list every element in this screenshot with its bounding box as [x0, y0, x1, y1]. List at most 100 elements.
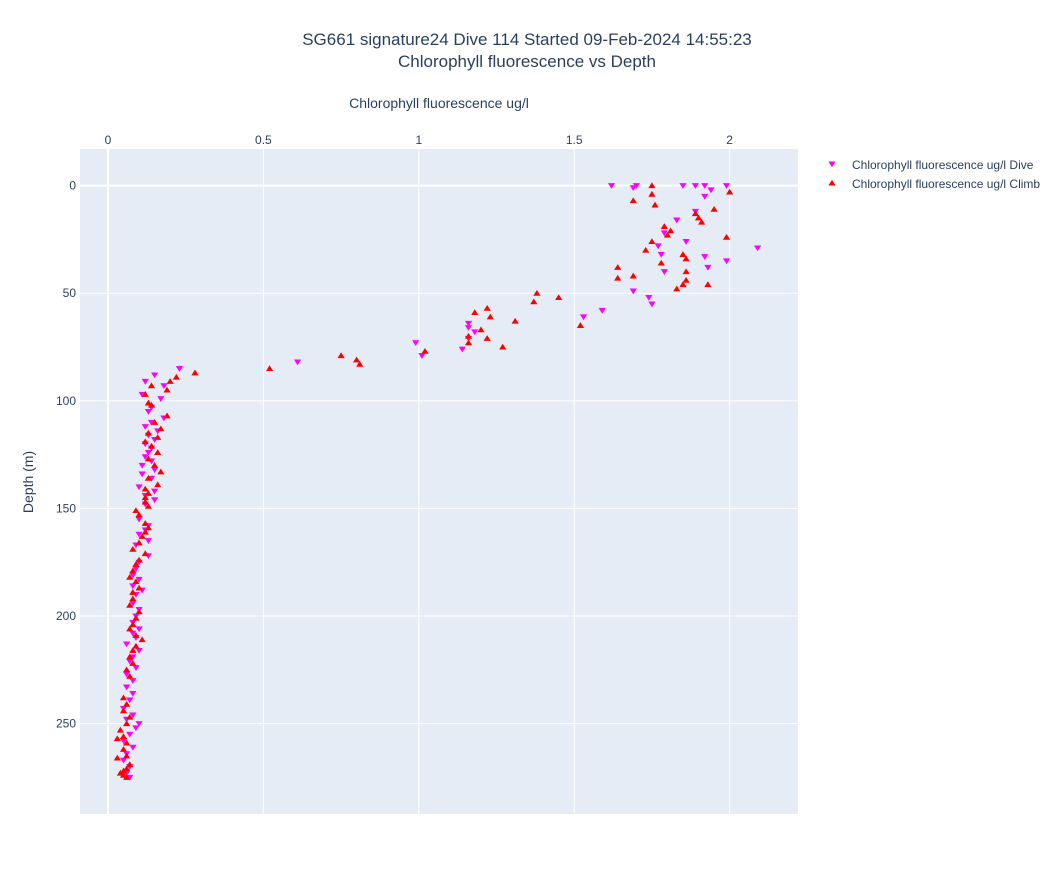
data-point[interactable] — [682, 276, 690, 283]
data-point[interactable] — [160, 383, 168, 390]
data-point[interactable] — [458, 346, 466, 353]
data-point[interactable] — [132, 614, 140, 621]
data-point[interactable] — [150, 488, 159, 495]
data-point[interactable] — [129, 583, 137, 590]
data-point[interactable] — [141, 391, 149, 397]
data-point[interactable] — [123, 700, 131, 707]
data-point[interactable] — [657, 259, 665, 266]
data-point[interactable] — [144, 490, 152, 496]
data-point[interactable] — [663, 231, 672, 238]
data-point[interactable] — [138, 533, 146, 539]
data-point[interactable] — [126, 658, 134, 665]
data-point[interactable] — [753, 245, 762, 252]
data-point[interactable] — [660, 269, 668, 275]
data-point[interactable] — [144, 409, 152, 415]
data-point[interactable] — [154, 449, 162, 455]
data-point[interactable] — [679, 251, 687, 257]
data-point[interactable] — [166, 378, 174, 384]
data-point[interactable] — [129, 744, 137, 751]
legend-item-dive[interactable]: Chlorophyll fluorescence ug/l Dive — [828, 158, 1034, 172]
data-point[interactable] — [144, 524, 152, 531]
data-point[interactable] — [141, 498, 149, 505]
data-point[interactable] — [135, 626, 143, 633]
data-point[interactable] — [175, 366, 184, 372]
data-point[interactable] — [511, 317, 519, 324]
data-point[interactable] — [673, 285, 681, 292]
data-point[interactable] — [144, 449, 152, 456]
data-point[interactable] — [555, 294, 563, 300]
data-point[interactable] — [147, 401, 156, 408]
data-point[interactable] — [464, 332, 473, 339]
data-point[interactable] — [150, 497, 159, 504]
data-point[interactable] — [629, 185, 637, 192]
data-point[interactable] — [129, 678, 137, 684]
data-point[interactable] — [412, 340, 420, 346]
data-point[interactable] — [126, 653, 134, 660]
data-point[interactable] — [147, 382, 156, 389]
data-point[interactable] — [141, 520, 149, 526]
data-point[interactable] — [483, 304, 491, 311]
data-point[interactable] — [648, 301, 656, 308]
data-point[interactable] — [138, 636, 146, 643]
data-point[interactable] — [629, 272, 637, 279]
data-point[interactable] — [682, 239, 690, 245]
data-point[interactable] — [129, 545, 137, 552]
data-point[interactable] — [129, 647, 137, 653]
data-point[interactable] — [135, 576, 143, 583]
data-point[interactable] — [477, 326, 485, 333]
data-point[interactable] — [132, 725, 140, 732]
data-point[interactable] — [132, 665, 140, 671]
data-point[interactable] — [660, 223, 668, 229]
data-point[interactable] — [126, 731, 134, 738]
data-point[interactable] — [530, 298, 538, 305]
data-point[interactable] — [116, 726, 125, 733]
data-point[interactable] — [579, 314, 588, 321]
data-point[interactable] — [651, 201, 659, 208]
data-point[interactable] — [123, 720, 131, 727]
data-point[interactable] — [266, 365, 274, 372]
data-point[interactable] — [129, 589, 137, 595]
data-point[interactable] — [464, 320, 473, 327]
data-point[interactable] — [113, 754, 121, 761]
data-point[interactable] — [141, 528, 149, 535]
legend[interactable]: Chlorophyll fluorescence ug/l Dive Chlor… — [828, 158, 1040, 191]
data-point[interactable] — [722, 233, 731, 240]
data-point[interactable] — [421, 347, 429, 354]
data-point[interactable] — [123, 752, 131, 759]
data-point[interactable] — [132, 632, 140, 638]
data-point[interactable] — [607, 183, 616, 189]
data-point[interactable] — [144, 429, 152, 436]
data-point[interactable] — [642, 246, 650, 253]
data-point[interactable] — [144, 538, 152, 544]
data-point[interactable] — [682, 255, 690, 262]
data-point[interactable] — [163, 412, 171, 419]
data-point[interactable] — [464, 325, 473, 331]
data-point[interactable] — [691, 210, 700, 217]
data-point[interactable] — [141, 454, 149, 461]
data-point[interactable] — [123, 774, 131, 780]
data-point[interactable] — [648, 182, 656, 189]
data-point[interactable] — [157, 396, 165, 402]
data-point[interactable] — [119, 757, 128, 764]
data-point[interactable] — [679, 183, 687, 189]
data-point[interactable] — [135, 511, 143, 518]
data-point[interactable] — [698, 218, 706, 225]
data-point[interactable] — [119, 746, 128, 752]
data-point[interactable] — [126, 573, 134, 580]
data-point[interactable] — [701, 254, 709, 260]
data-point[interactable] — [126, 672, 134, 679]
data-point[interactable] — [129, 621, 137, 628]
data-point[interactable] — [119, 694, 128, 701]
data-point[interactable] — [629, 288, 637, 295]
data-point[interactable] — [129, 600, 137, 607]
data-point[interactable] — [154, 434, 162, 440]
data-point[interactable] — [123, 641, 131, 648]
data-point[interactable] — [666, 227, 675, 234]
data-point[interactable] — [126, 713, 134, 720]
data-point[interactable] — [126, 697, 134, 704]
data-point[interactable] — [191, 369, 199, 376]
data-point[interactable] — [126, 601, 134, 608]
data-point[interactable] — [614, 274, 622, 281]
data-point[interactable] — [645, 294, 653, 301]
data-point[interactable] — [123, 671, 131, 678]
